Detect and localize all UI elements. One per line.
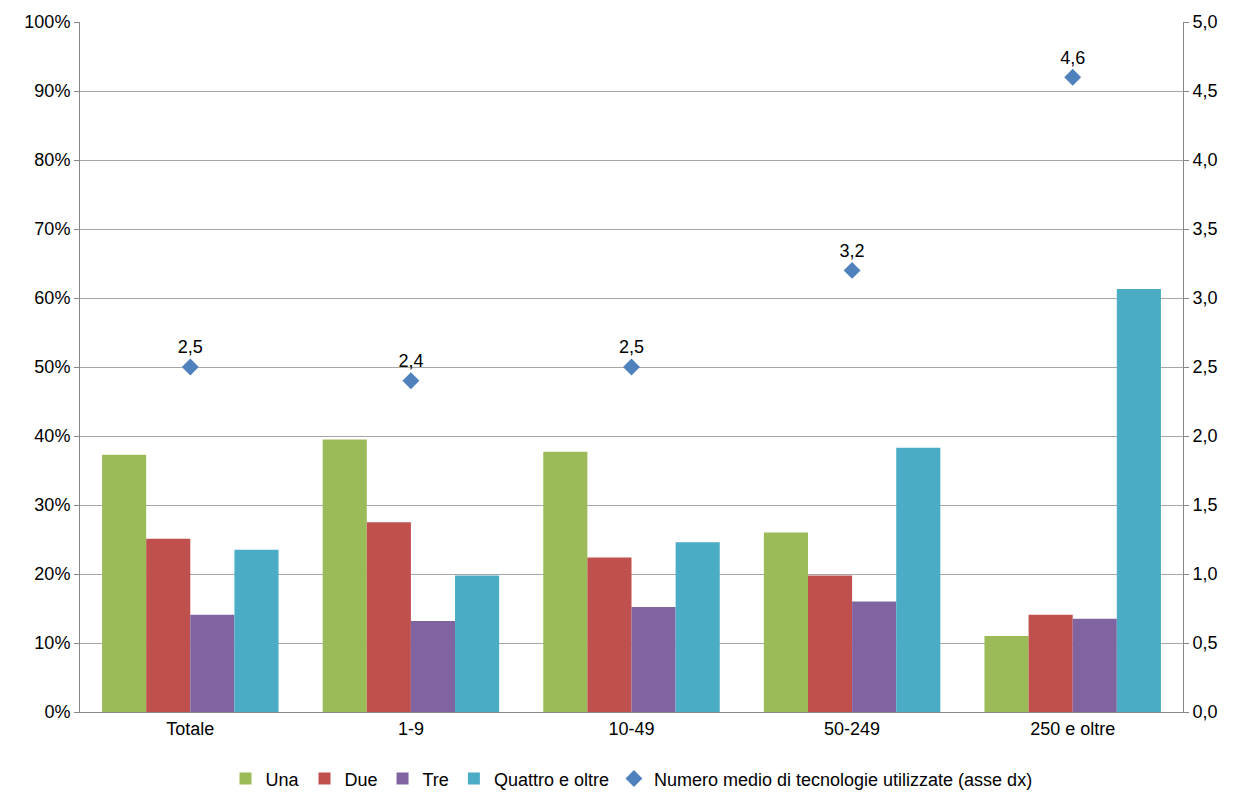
svg-text:50-249: 50-249: [824, 719, 880, 739]
svg-text:2,0: 2,0: [1193, 426, 1218, 446]
svg-text:0,5: 0,5: [1193, 633, 1218, 653]
svg-text:2,4: 2,4: [398, 351, 423, 371]
svg-text:2,5: 2,5: [619, 337, 644, 357]
svg-text:Numero medio di tecnologie uti: Numero medio di tecnologie utilizzate (a…: [654, 770, 1032, 790]
svg-text:4,6: 4,6: [1060, 48, 1085, 68]
svg-text:1,5: 1,5: [1193, 495, 1218, 515]
svg-text:40%: 40%: [34, 426, 70, 446]
svg-text:10%: 10%: [34, 633, 70, 653]
svg-text:2,5: 2,5: [1193, 357, 1218, 377]
svg-text:80%: 80%: [34, 150, 70, 170]
svg-text:Quattro e oltre: Quattro e oltre: [494, 770, 609, 790]
svg-text:70%: 70%: [34, 219, 70, 239]
svg-text:4,0: 4,0: [1193, 150, 1218, 170]
svg-text:30%: 30%: [34, 495, 70, 515]
svg-text:90%: 90%: [34, 81, 70, 101]
svg-text:Una: Una: [266, 770, 300, 790]
svg-text:2,5: 2,5: [178, 337, 203, 357]
svg-text:3,2: 3,2: [840, 241, 865, 261]
svg-text:Tre: Tre: [423, 770, 449, 790]
svg-text:4,5: 4,5: [1193, 81, 1218, 101]
svg-text:1-9: 1-9: [398, 719, 424, 739]
svg-text:Totale: Totale: [166, 719, 214, 739]
svg-text:1,0: 1,0: [1193, 564, 1218, 584]
svg-text:10-49: 10-49: [608, 719, 654, 739]
svg-text:5,0: 5,0: [1193, 12, 1218, 32]
svg-text:0,0: 0,0: [1193, 702, 1218, 722]
svg-text:3,0: 3,0: [1193, 288, 1218, 308]
svg-text:0%: 0%: [44, 702, 70, 722]
svg-text:Due: Due: [345, 770, 378, 790]
svg-text:20%: 20%: [34, 564, 70, 584]
svg-text:60%: 60%: [34, 288, 70, 308]
svg-text:50%: 50%: [34, 357, 70, 377]
svg-text:3,5: 3,5: [1193, 219, 1218, 239]
svg-text:250 e oltre: 250 e oltre: [1030, 719, 1115, 739]
svg-text:100%: 100%: [24, 12, 70, 32]
